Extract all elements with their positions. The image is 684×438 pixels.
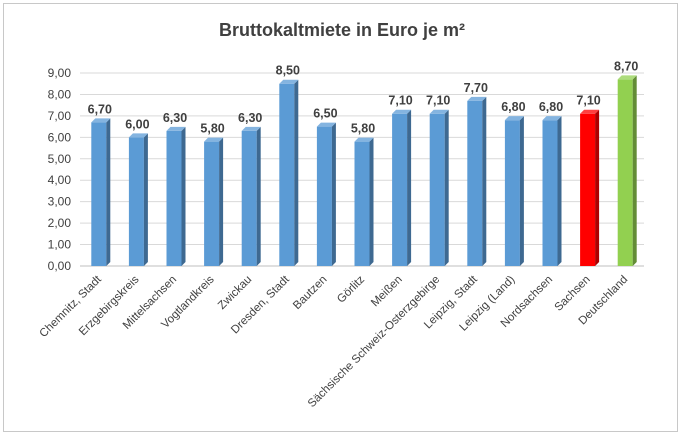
bar	[166, 126, 186, 267]
bar	[354, 137, 374, 266]
bar	[542, 116, 562, 266]
chart-title: Bruttokaltmiete in Euro je m²	[219, 20, 465, 40]
y-tick-label: 2,00	[48, 216, 72, 230]
bar	[392, 109, 412, 266]
data-label: 7,10	[388, 94, 412, 108]
bars	[91, 75, 637, 267]
bar-chart: Bruttokaltmiete in Euro je m² 0,00 1,00 2,…	[38, 20, 644, 410]
y-tick-label: 8,00	[48, 87, 72, 101]
bar	[429, 109, 449, 266]
x-axis-ticks: Chemnitz, StadtErzgebirgskreisMittelsach…	[38, 273, 631, 410]
y-tick-label: 4,00	[48, 173, 72, 187]
bar	[128, 133, 148, 266]
bar	[617, 75, 637, 266]
bar	[580, 109, 600, 266]
y-tick-label: 3,00	[48, 195, 72, 209]
x-tick-label: Sächsische Schweiz-Osterzgebirge	[306, 274, 442, 410]
data-label: 8,50	[276, 64, 300, 78]
chart-frame: Bruttokaltmiete in Euro je m² 0,00 1,00 2,…	[3, 3, 678, 432]
y-tick-label: 9,00	[48, 66, 72, 80]
data-label: 6,00	[125, 117, 149, 131]
data-label: 8,70	[614, 59, 638, 73]
x-tick-label: Meißen	[369, 274, 405, 310]
bar	[279, 79, 299, 266]
y-tick-label: 6,00	[48, 130, 72, 144]
x-tick-label: Görlitz	[335, 273, 367, 305]
bar	[467, 96, 487, 266]
data-label: 5,80	[351, 122, 375, 136]
data-label: 6,30	[163, 111, 187, 125]
bar	[504, 116, 524, 266]
x-tick-label: Chemnitz, Stadt	[38, 273, 105, 340]
data-label: 6,70	[88, 102, 112, 116]
x-tick-label: Zwickau	[216, 274, 254, 312]
data-label: 7,10	[426, 94, 450, 108]
y-tick-label: 7,00	[48, 109, 72, 123]
bar	[91, 118, 111, 266]
data-label: 6,80	[501, 100, 525, 114]
bar	[241, 126, 261, 267]
data-label: 5,80	[200, 122, 224, 136]
data-labels: 6,70 6,00 6,30 5,80 6,30 8,50 6,50 5,80 7,10 7,10…	[88, 59, 639, 135]
y-tick-label: 0,00	[48, 259, 72, 273]
y-axis-ticks: 0,00 1,00 2,00 3,00 4,00 5,00 6,00 7,00 8,00 9,00	[48, 66, 72, 273]
bar	[316, 122, 336, 266]
data-label: 6,80	[539, 100, 563, 114]
bar	[204, 137, 224, 266]
y-tick-label: 1,00	[48, 238, 72, 252]
data-label: 7,10	[576, 94, 600, 108]
y-tick-label: 5,00	[48, 152, 72, 166]
data-label: 7,70	[464, 81, 488, 95]
x-tick-label: Bautzen	[291, 274, 329, 312]
data-label: 6,30	[238, 111, 262, 125]
data-label: 6,50	[313, 107, 337, 121]
